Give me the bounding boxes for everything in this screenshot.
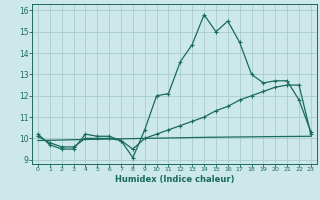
X-axis label: Humidex (Indice chaleur): Humidex (Indice chaleur)	[115, 175, 234, 184]
